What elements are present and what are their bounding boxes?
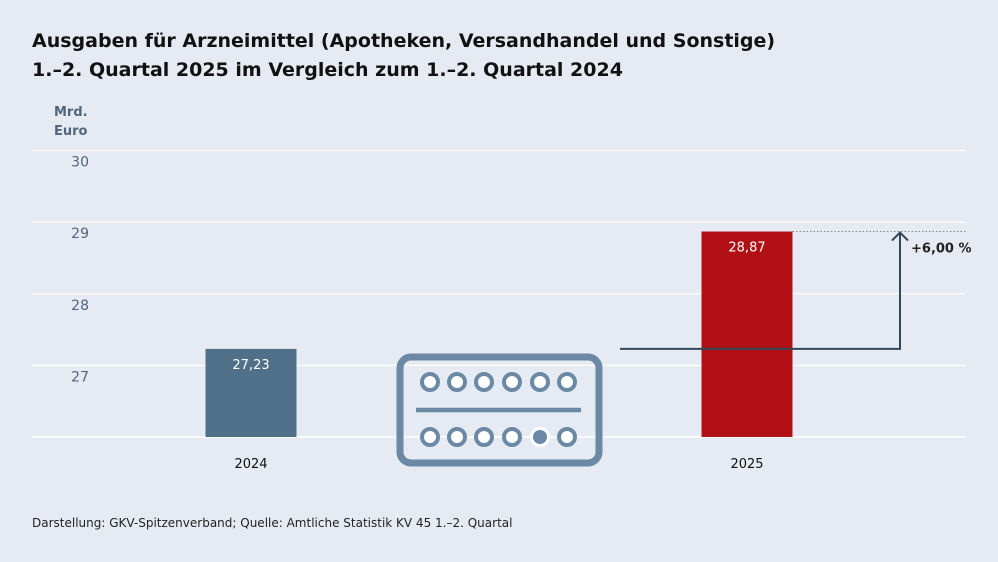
chart-title-line1: Ausgaben für Arzneimittel (Apotheken, Ve… <box>32 30 776 52</box>
y-tick-label: 30 <box>71 155 89 171</box>
bar-2025 <box>701 231 793 437</box>
y-axis-unit-line2: Euro <box>54 124 88 139</box>
grid-lines <box>32 150 966 438</box>
chart-title: Ausgaben für Arzneimittel (Apotheken, Ve… <box>32 27 775 85</box>
category-label-2025: 2025 <box>730 457 763 472</box>
arrow-head <box>891 231 909 242</box>
change-percent-label: +6,00 % <box>911 242 972 257</box>
y-axis-ticks: 27 28 29 30 <box>71 155 89 386</box>
category-label-2024: 2024 <box>234 457 267 472</box>
y-tick-label: 29 <box>71 226 89 242</box>
change-annotation: +6,00 % <box>620 231 972 350</box>
y-tick-label: 27 <box>71 369 89 385</box>
bars <box>205 231 793 437</box>
change-arrow <box>620 232 901 350</box>
y-axis-unit: Mrd. Euro <box>54 103 88 141</box>
value-label-2025: 28,87 <box>728 241 765 256</box>
y-tick-label: 28 <box>71 298 89 314</box>
source-note: Darstellung: GKV-Spitzenverband; Quelle:… <box>32 516 513 530</box>
x-axis-labels: 2024 2025 <box>234 457 763 472</box>
pill-blister-icon <box>396 353 603 467</box>
value-label-2024: 27,23 <box>232 358 269 373</box>
y-axis-unit-line1: Mrd. <box>54 105 88 120</box>
value-labels: 27,23 28,87 <box>232 241 765 373</box>
bar-2024 <box>205 348 297 437</box>
chart-title-line2: 1.–2. Quartal 2025 im Vergleich zum 1.–2… <box>32 59 623 81</box>
